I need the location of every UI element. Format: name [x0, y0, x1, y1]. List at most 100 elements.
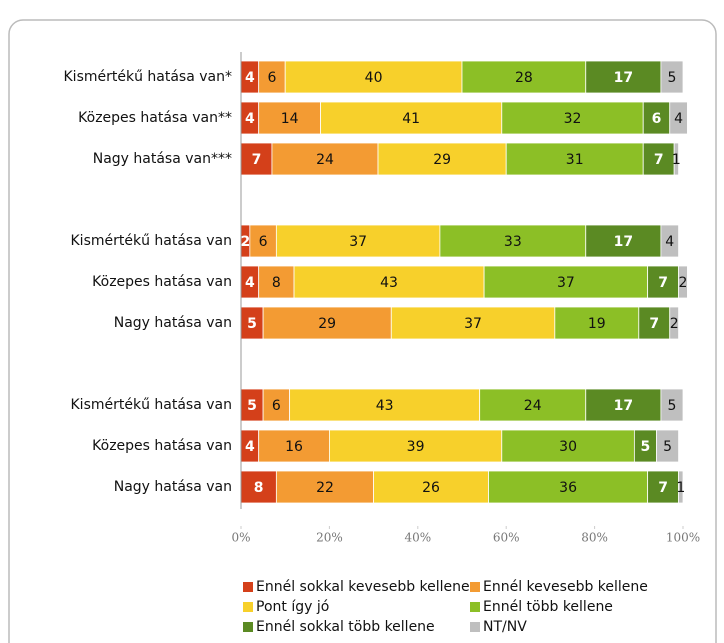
x-tick-label: 40%	[404, 531, 431, 545]
value-label: 24	[524, 398, 542, 414]
value-label: 40	[365, 70, 383, 86]
category-label: Nagy hatása van	[114, 315, 232, 331]
legend-swatch	[243, 622, 253, 632]
value-label: 1	[676, 480, 685, 496]
value-label: 29	[318, 316, 336, 332]
bar-segment	[483, 265, 649, 299]
category-label: Kismértékű hatása van	[71, 233, 233, 249]
value-label: 5	[247, 316, 257, 332]
category-label: Kismértékű hatása van	[71, 397, 233, 413]
legend-swatch	[470, 582, 480, 592]
value-label: 43	[376, 398, 394, 414]
category-label: Nagy hatása van***	[93, 151, 232, 167]
bar-segment	[271, 142, 379, 176]
legend-swatch	[470, 622, 480, 632]
value-label: 37	[557, 275, 575, 291]
value-label: 22	[316, 480, 334, 496]
value-label: 7	[649, 316, 659, 332]
x-tick-label: 100%	[666, 531, 700, 545]
bar-segment	[660, 388, 684, 422]
x-tick-label: 60%	[493, 531, 520, 545]
bar-segment	[258, 60, 286, 94]
value-label: 4	[245, 111, 255, 127]
value-label: 6	[652, 111, 662, 127]
value-label: 28	[515, 70, 533, 86]
legend-label: NT/NV	[483, 619, 527, 635]
x-tick-label: 20%	[316, 531, 343, 545]
value-label: 19	[588, 316, 606, 332]
value-label: 7	[252, 152, 262, 168]
bar-segment	[505, 142, 644, 176]
bar-segment	[262, 388, 291, 422]
value-label: 5	[667, 70, 676, 86]
bar-segment	[439, 224, 587, 258]
bar-segment	[678, 265, 688, 299]
value-label: 1	[672, 152, 681, 168]
value-label: 5	[247, 398, 257, 414]
value-label: 2	[670, 316, 679, 332]
bar-segment	[647, 265, 679, 299]
value-label: 26	[422, 480, 440, 496]
value-label: 36	[559, 480, 577, 496]
value-label: 7	[654, 152, 664, 168]
bar-segment	[585, 224, 662, 258]
value-label: 14	[281, 111, 299, 127]
legend-swatch	[243, 582, 253, 592]
bar-segment	[501, 429, 635, 463]
bar-segment	[554, 306, 640, 340]
value-label: 39	[407, 439, 425, 455]
bar-segment	[638, 306, 671, 340]
value-label: 6	[267, 70, 276, 86]
value-label: 6	[272, 398, 281, 414]
x-tick-label: 80%	[581, 531, 608, 545]
value-label: 4	[665, 234, 674, 250]
value-label: 43	[380, 275, 398, 291]
category-label: Közepes hatása van**	[78, 110, 232, 126]
legend-label: Ennél sokkal kevesebb kellene	[256, 579, 470, 595]
value-label: 32	[564, 111, 582, 127]
legend-label: Ennél több kellene	[483, 599, 613, 615]
bar-segment	[373, 470, 489, 504]
legend-label: Ennél kevesebb kellene	[483, 579, 648, 595]
bar-segment	[669, 306, 679, 340]
legend-swatch	[470, 602, 480, 612]
value-label: 37	[464, 316, 482, 332]
value-label: 4	[245, 275, 255, 291]
bar-segment	[390, 306, 556, 340]
value-label: 16	[285, 439, 303, 455]
bar-segment	[585, 60, 662, 94]
bar-segment	[678, 470, 684, 504]
bar-segment	[461, 60, 587, 94]
value-label: 17	[614, 398, 633, 414]
legend-label: Ennél sokkal több kellene	[256, 619, 435, 635]
category-label: Közepes hatása van	[92, 438, 232, 454]
legend-label: Pont így jó	[256, 599, 329, 615]
value-label: 8	[272, 275, 281, 291]
value-label: 8	[254, 480, 264, 496]
value-label: 7	[658, 480, 668, 496]
bar-segment	[656, 429, 679, 463]
bar-segment	[258, 429, 330, 463]
bar-segment	[293, 265, 485, 299]
category-label: Nagy hatása van	[114, 479, 232, 495]
value-label: 5	[663, 439, 672, 455]
value-label: 4	[245, 70, 255, 86]
value-label: 2	[241, 234, 251, 250]
bar-segment	[240, 142, 273, 176]
value-label: 7	[658, 275, 668, 291]
x-tick-label: 0%	[231, 531, 250, 545]
value-label: 6	[259, 234, 268, 250]
bar-segment	[488, 470, 649, 504]
bar-segment	[642, 101, 671, 135]
bar-segment	[660, 60, 684, 94]
value-label: 33	[504, 234, 522, 250]
bar-segment	[673, 142, 679, 176]
value-label: 17	[614, 234, 633, 250]
category-label: Kismértékű hatása van*	[64, 69, 233, 85]
value-label: 29	[433, 152, 451, 168]
value-label: 30	[559, 439, 577, 455]
value-label: 4	[245, 439, 255, 455]
value-label: 4	[674, 111, 683, 127]
value-label: 37	[349, 234, 367, 250]
